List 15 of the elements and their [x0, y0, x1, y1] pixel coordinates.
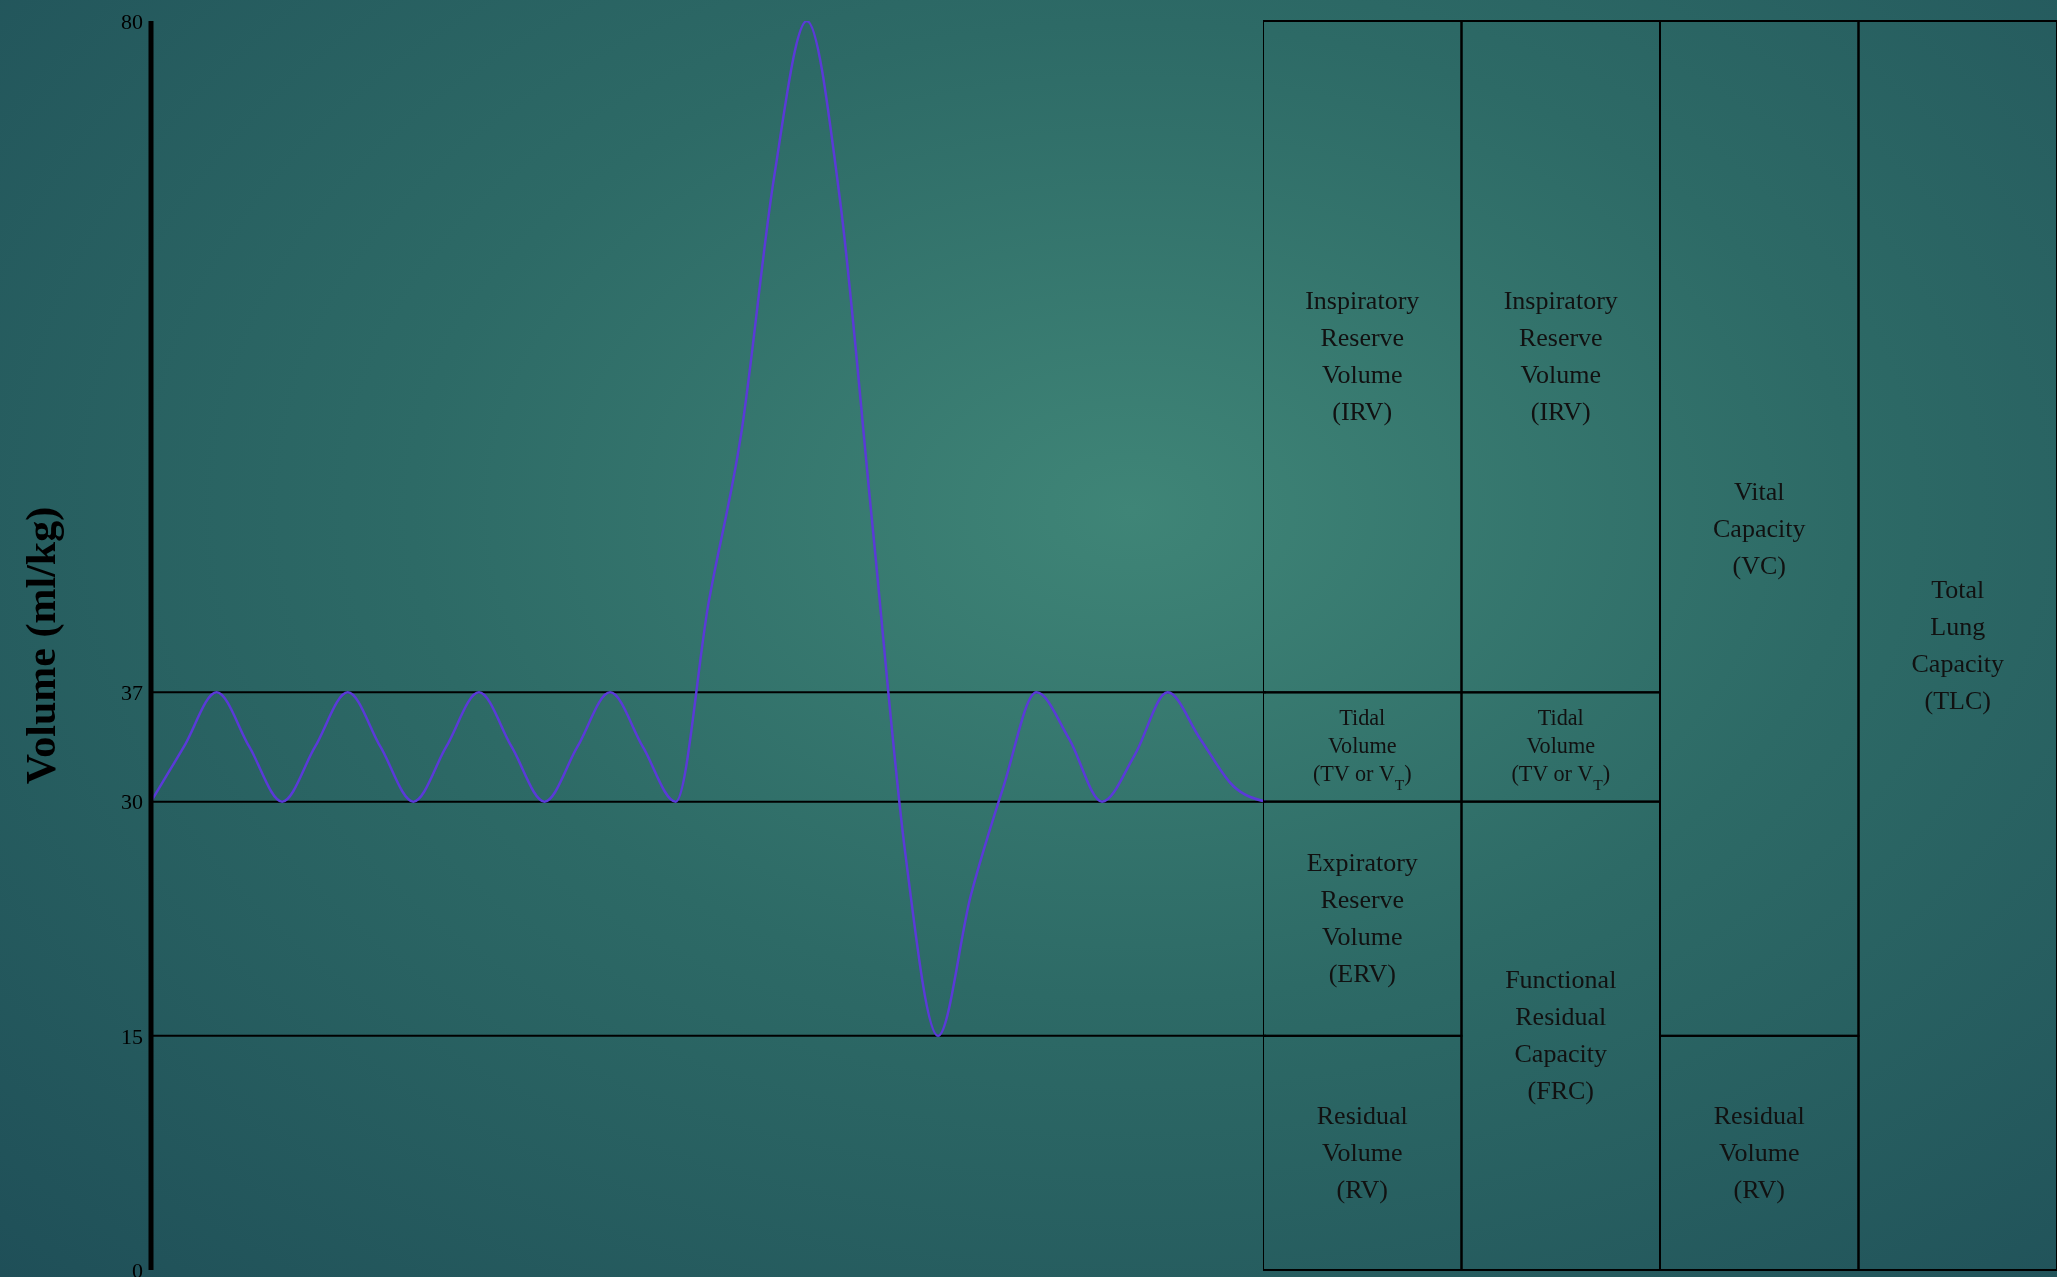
y-tick-label: 30 [121, 789, 143, 815]
y-axis-title: Volume (ml/kg) [17, 506, 65, 785]
text: Total Lung Capacity (TLC) [1911, 575, 2004, 716]
y-tick-label: 37 [121, 680, 143, 706]
text: Residual Volume (RV) [1713, 1101, 1805, 1205]
text: Tidal Volume (TV or V$_{T}$) [1312, 705, 1412, 793]
text: Tidal Volume (TV or V$_{T}$) [1511, 705, 1611, 793]
text: Inspiratory Reserve Volume (IRV) [1305, 286, 1420, 427]
text: Functional Residual Capacity (FRC) [1505, 965, 1617, 1106]
y-tick-label: 80 [121, 8, 143, 34]
text: Inspiratory Reserve Volume (IRV) [1503, 286, 1618, 427]
text: Residual Volume (RV) [1316, 1101, 1408, 1205]
text: Expiratory Reserve Volume (ERV) [1306, 848, 1418, 989]
text: Vital Capacity (VC) [1713, 476, 1806, 580]
y-tick-label: 15 [121, 1023, 143, 1049]
